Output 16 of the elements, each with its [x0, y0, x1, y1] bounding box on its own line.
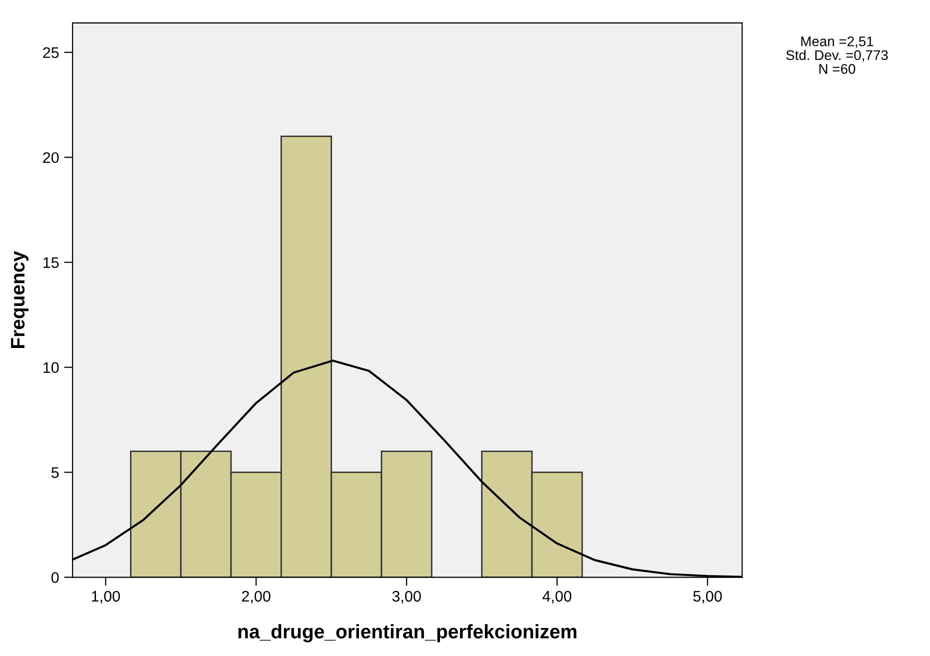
y-tick-label: 5 [51, 467, 59, 478]
text: Mean =2,51 [801, 36, 874, 48]
text: N =60 [819, 64, 856, 74]
x-axis-title: na_druge_orientiran_perfekcionizem [238, 624, 576, 642]
x-tick-label: 5,00 [693, 590, 722, 604]
text: Std. Dev. =0,773 [786, 50, 888, 62]
x-tick-label: 3,00 [392, 590, 421, 604]
x-tick-label: 2,00 [242, 590, 270, 604]
x-tick-label: 4,00 [542, 590, 572, 604]
y-tick-label: 0 [51, 572, 59, 583]
y-tick-label: 15 [44, 257, 59, 268]
y-axis-title: Frequency [11, 251, 28, 348]
y-tick-label: 10 [44, 362, 59, 373]
y-tick-label: 25 [43, 47, 59, 58]
x-tick-label: 1,00 [92, 590, 120, 604]
y-tick-label: 20 [43, 152, 59, 164]
